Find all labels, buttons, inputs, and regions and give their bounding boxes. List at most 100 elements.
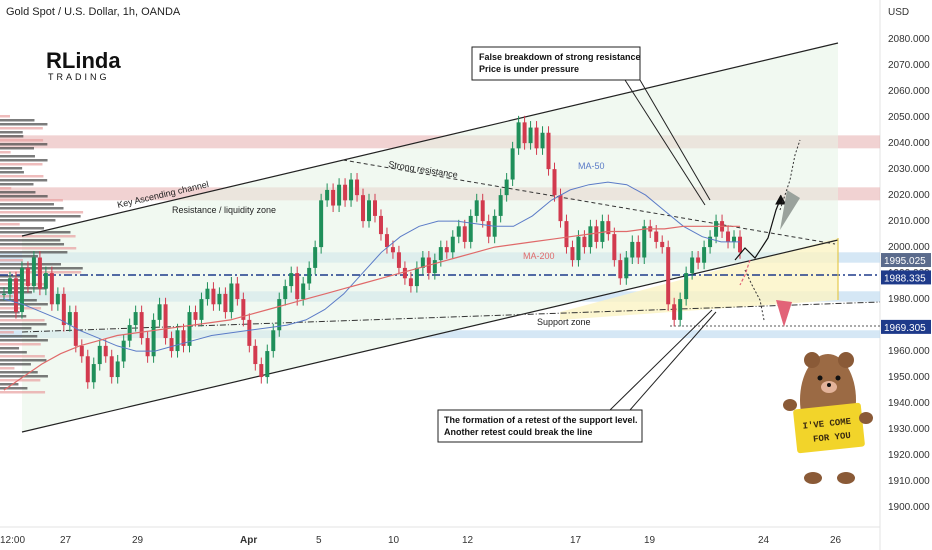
resistance-liquidity-label: Resistance / liquidity zone (172, 205, 276, 215)
candle-body (552, 169, 557, 196)
candle-body (486, 221, 491, 237)
x-tick-label: 19 (644, 535, 656, 546)
candle-body (540, 132, 545, 149)
volume-bar (0, 263, 61, 266)
candle-body (690, 257, 695, 274)
candle-body (450, 236, 455, 253)
candle-body (636, 241, 641, 258)
candle-body (390, 247, 395, 253)
candle-body (223, 293, 228, 313)
chart-title: Gold Spot / U.S. Dollar, 1h, OANDA (6, 6, 181, 18)
candle-body (438, 247, 443, 261)
price-tag (881, 270, 931, 285)
candle-body (468, 215, 473, 242)
volume-bar (0, 239, 61, 242)
channel-lower-line[interactable] (21, 239, 839, 433)
candle-body (714, 221, 719, 237)
candle-body (67, 312, 72, 326)
x-tick-label: 17 (570, 535, 582, 546)
candle-body (163, 304, 168, 339)
candle-body (271, 330, 276, 352)
candle-body (606, 221, 611, 235)
candle-body (85, 356, 90, 383)
x-tick-label: 12:00 (0, 535, 25, 546)
volume-bar (0, 199, 63, 202)
volume-bar (0, 231, 71, 234)
volume-bar (0, 327, 32, 330)
candle-body (121, 340, 126, 362)
volume-bar (0, 343, 41, 346)
candle-body (594, 226, 599, 242)
candle-body (672, 304, 677, 320)
candle-body (265, 351, 270, 378)
candle-body (295, 273, 300, 300)
candle-body (259, 364, 264, 378)
volume-bar (0, 119, 35, 122)
volume-bar (0, 367, 15, 370)
candle-body (408, 278, 413, 287)
candle-body (319, 200, 324, 248)
candle-body (43, 273, 48, 289)
svg-text:TRADING: TRADING (48, 72, 110, 82)
candle-body (738, 236, 742, 253)
volume-bar (0, 279, 26, 282)
candle-body (630, 241, 635, 258)
top-callout-box (471, 46, 641, 81)
x-axis-ticks: 12:00 27 29 Apr 5 10 12 17 19 24 26 (0, 535, 842, 546)
candle-body (660, 241, 665, 248)
y-axis-unit: USD (888, 7, 909, 18)
candle-body (283, 286, 288, 300)
candle-body (217, 293, 222, 305)
candle-body (235, 283, 240, 300)
svg-text:FOR YOU: FOR YOU (813, 431, 852, 445)
volume-bar (0, 123, 48, 126)
candle-body (229, 283, 234, 313)
candle-body (253, 345, 258, 365)
volume-bar (0, 311, 20, 314)
volume-bar (0, 351, 27, 354)
candle-body (301, 283, 306, 300)
volume-bar (0, 319, 45, 322)
channel-upper-line[interactable] (21, 42, 839, 237)
candle-body (19, 267, 24, 313)
projection-paths (734, 139, 801, 327)
top-callout-pointer-2 (624, 79, 706, 206)
candle-body (378, 215, 383, 235)
volume-bar (0, 171, 24, 174)
candle-body (241, 299, 246, 320)
volume-bar (0, 147, 34, 150)
volume-bar (0, 115, 10, 118)
candle-body (355, 179, 360, 196)
candle-body (480, 200, 485, 222)
candle-body (588, 226, 593, 248)
strong-resistance-line[interactable] (342, 159, 836, 245)
y-tick-label: 2000.000 (888, 242, 930, 253)
volume-bar (0, 247, 77, 250)
candle-body (444, 247, 449, 253)
volume-bar (0, 315, 27, 318)
candle-body (307, 267, 312, 284)
volume-bar (0, 255, 38, 258)
candle-body (510, 148, 515, 180)
top-callout-line1: False breakdown of strong resistance (479, 52, 641, 62)
volume-bar (0, 355, 45, 358)
candle-body (678, 299, 683, 320)
x-tick-label: 5 (316, 535, 322, 546)
volume-bar (0, 391, 46, 394)
candle-body (31, 257, 36, 287)
volume-bar (0, 331, 14, 334)
volume-bar (0, 235, 76, 238)
candle-body (564, 221, 569, 248)
x-tick-label: 29 (132, 535, 144, 546)
candle-body (205, 288, 210, 300)
candle-body (151, 319, 156, 357)
candle-body (726, 231, 731, 242)
support-zone-label: Support zone (537, 317, 591, 327)
candle-body (534, 127, 539, 149)
price-candles (2, 115, 742, 389)
candle-body (289, 273, 294, 287)
candle-body (708, 236, 713, 248)
volume-bar (0, 383, 19, 386)
candle-body (145, 338, 150, 357)
